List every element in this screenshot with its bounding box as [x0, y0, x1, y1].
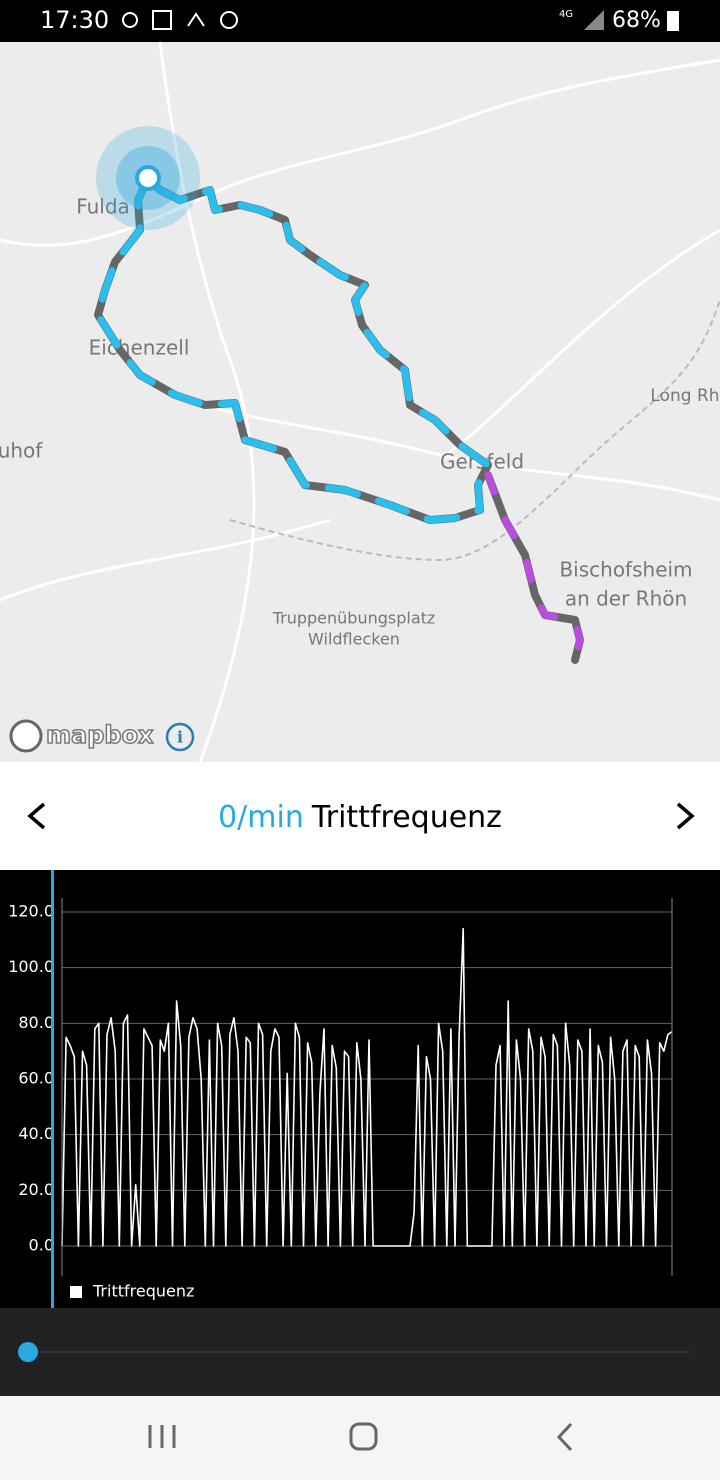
- series-line: [61, 927, 673, 1247]
- place-label: Wildflecken: [308, 630, 400, 649]
- place-label: Truppenübungsplatz: [272, 609, 436, 628]
- info-button[interactable]: [165, 722, 195, 752]
- nav-buttons: [148, 1422, 573, 1452]
- chart-panel: [0, 870, 720, 1308]
- route: [94, 174, 584, 664]
- info-icon: i: [177, 728, 183, 747]
- y-tick-label: 120.0: [8, 902, 54, 921]
- metric-header: [0, 762, 720, 870]
- place-label: an der Rhön: [565, 587, 687, 611]
- clock: 17:30: [40, 6, 109, 34]
- y-tick-label: 20.0: [18, 1180, 54, 1199]
- y-tick-label: 100.0: [8, 957, 54, 976]
- cursor-line: [51, 870, 54, 1308]
- status-icons: [122, 10, 238, 30]
- location-dot: [135, 165, 161, 191]
- battery-icon: [667, 11, 679, 31]
- network-type: 4G: [559, 9, 573, 20]
- mapbox-attribution[interactable]: mapbox: [45, 720, 155, 750]
- legend-swatch: [70, 1286, 82, 1298]
- place-label: Fulda: [76, 195, 130, 219]
- border: [229, 299, 720, 562]
- battery-level: 68%: [612, 8, 661, 33]
- metric-title: 0/min Trittfrequenz: [218, 800, 502, 835]
- y-tick-label: 80.0: [18, 1013, 54, 1032]
- back-button[interactable]: [556, 1422, 573, 1452]
- place-label: Eichenzell: [89, 336, 190, 360]
- signal-icon: [584, 10, 604, 30]
- chart: 0.0 20.0 40.0 60.0 80.0 100.0 120.0 Trittfreque…: [8, 902, 673, 1301]
- legend-label: Trittfrequenz: [92, 1282, 194, 1301]
- y-tick-label: 40.0: [18, 1124, 54, 1143]
- metric-name: Trittfrequenz: [311, 800, 502, 835]
- place-label: Bischofsheim: [559, 558, 692, 582]
- slider-thumb[interactable]: [18, 1342, 38, 1362]
- prev-button[interactable]: [27, 802, 46, 830]
- next-button[interactable]: [676, 802, 695, 830]
- home-button[interactable]: [349, 1422, 378, 1451]
- nav-bar: [0, 1396, 720, 1480]
- map[interactable]: [0, 42, 720, 762]
- mapbox-logo: [9, 719, 43, 753]
- y-tick-label: 60.0: [18, 1069, 54, 1088]
- place-label: uhof: [0, 439, 43, 463]
- place-label: Long Rh: [650, 386, 719, 406]
- metric-value: 0/min: [218, 800, 304, 835]
- y-tick-label: 0.0: [29, 1236, 54, 1255]
- recent-apps-button[interactable]: [148, 1425, 176, 1448]
